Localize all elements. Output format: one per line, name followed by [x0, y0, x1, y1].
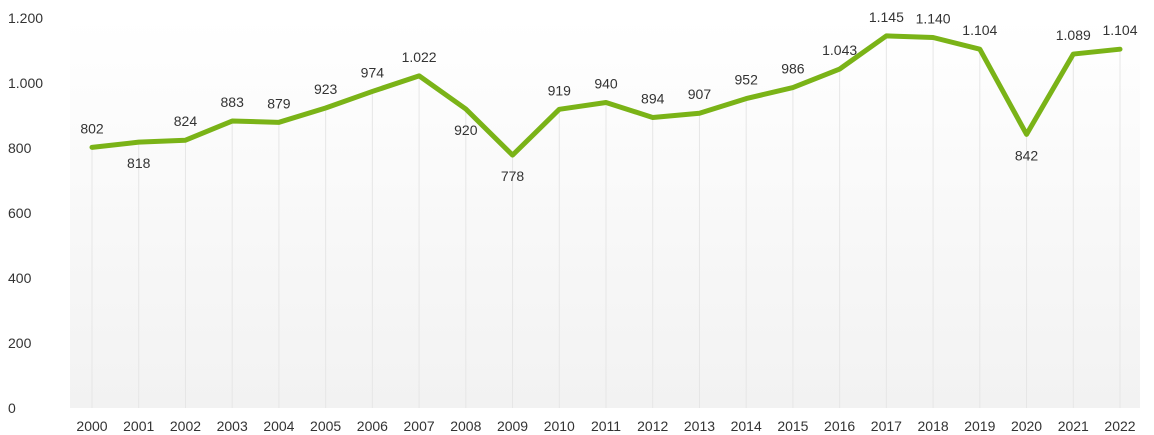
- data-label-2002: 824: [174, 113, 198, 129]
- x-tick-label: 2021: [1058, 418, 1089, 434]
- x-tick-label: 2010: [544, 418, 575, 434]
- x-tick-label: 2001: [123, 418, 154, 434]
- data-label-2003: 883: [221, 94, 245, 110]
- x-tick-label: 2017: [871, 418, 902, 434]
- data-label-2007: 1.022: [402, 49, 437, 65]
- data-label-2005: 923: [314, 81, 338, 97]
- x-tick-label: 2003: [217, 418, 248, 434]
- data-label-2015: 986: [781, 61, 805, 77]
- x-tick-label: 2008: [450, 418, 481, 434]
- x-tick-label: 2011: [591, 418, 621, 434]
- data-label-2004: 879: [267, 95, 291, 111]
- x-tick-label: 2002: [170, 418, 201, 434]
- x-tick-label: 2022: [1104, 418, 1135, 434]
- y-tick-label: 600: [8, 205, 32, 221]
- x-tick-label: 2016: [824, 418, 855, 434]
- y-tick-label: 1.200: [8, 10, 43, 26]
- y-tick-label: 1.000: [8, 75, 43, 91]
- y-axis: 0 200 400 600 800 1.000 1.200: [8, 10, 43, 416]
- data-label-2000: 802: [80, 120, 104, 136]
- y-tick-label: 400: [8, 270, 32, 286]
- data-label-2011: 940: [594, 76, 618, 92]
- data-label-2006: 974: [361, 64, 385, 80]
- data-label-2012: 894: [641, 90, 665, 106]
- data-label-2017: 1.145: [869, 9, 904, 25]
- y-tick-label: 0: [8, 400, 16, 416]
- x-axis: 2000 2001 2002 2003 2004 2005 2006 2007 2008 2009…: [76, 418, 1135, 434]
- drop-lines: [91, 35, 1121, 408]
- x-tick-label: 2012: [637, 418, 668, 434]
- series-line: [89, 33, 1123, 158]
- x-tick-label: 2013: [684, 418, 715, 434]
- data-label-2008: 920: [454, 122, 478, 138]
- data-label-2001: 818: [127, 155, 151, 171]
- x-tick-label: 2000: [76, 418, 107, 434]
- x-tick-label: 2009: [497, 418, 528, 434]
- data-labels: 802 818 824 883 879 923 974 1.022 920 778 919 940 89…: [80, 9, 1137, 184]
- x-tick-label: 2004: [263, 418, 294, 434]
- x-tick-label: 2006: [357, 418, 388, 434]
- data-label-2019: 1.104: [962, 22, 997, 38]
- data-label-2016: 1.043: [822, 42, 857, 58]
- x-tick-label: 2007: [404, 418, 435, 434]
- y-tick-label: 800: [8, 140, 32, 156]
- plot-background: [70, 18, 1140, 408]
- data-label-2014: 952: [735, 72, 759, 88]
- x-tick-label: 2020: [1011, 418, 1042, 434]
- x-tick-label: 2019: [964, 418, 995, 434]
- data-label-2022: 1.104: [1102, 22, 1137, 38]
- x-tick-label: 2005: [310, 418, 341, 434]
- x-tick-label: 2018: [918, 418, 949, 434]
- data-label-2018: 1.140: [916, 11, 951, 27]
- y-tick-label: 200: [8, 335, 32, 351]
- x-tick-label: 2014: [731, 418, 762, 434]
- data-label-2009: 778: [501, 168, 525, 184]
- data-label-2010: 919: [548, 82, 572, 98]
- data-label-2020: 842: [1015, 147, 1039, 163]
- data-label-2013: 907: [688, 86, 712, 102]
- data-label-2021: 1.089: [1056, 27, 1091, 43]
- x-tick-label: 2015: [777, 418, 808, 434]
